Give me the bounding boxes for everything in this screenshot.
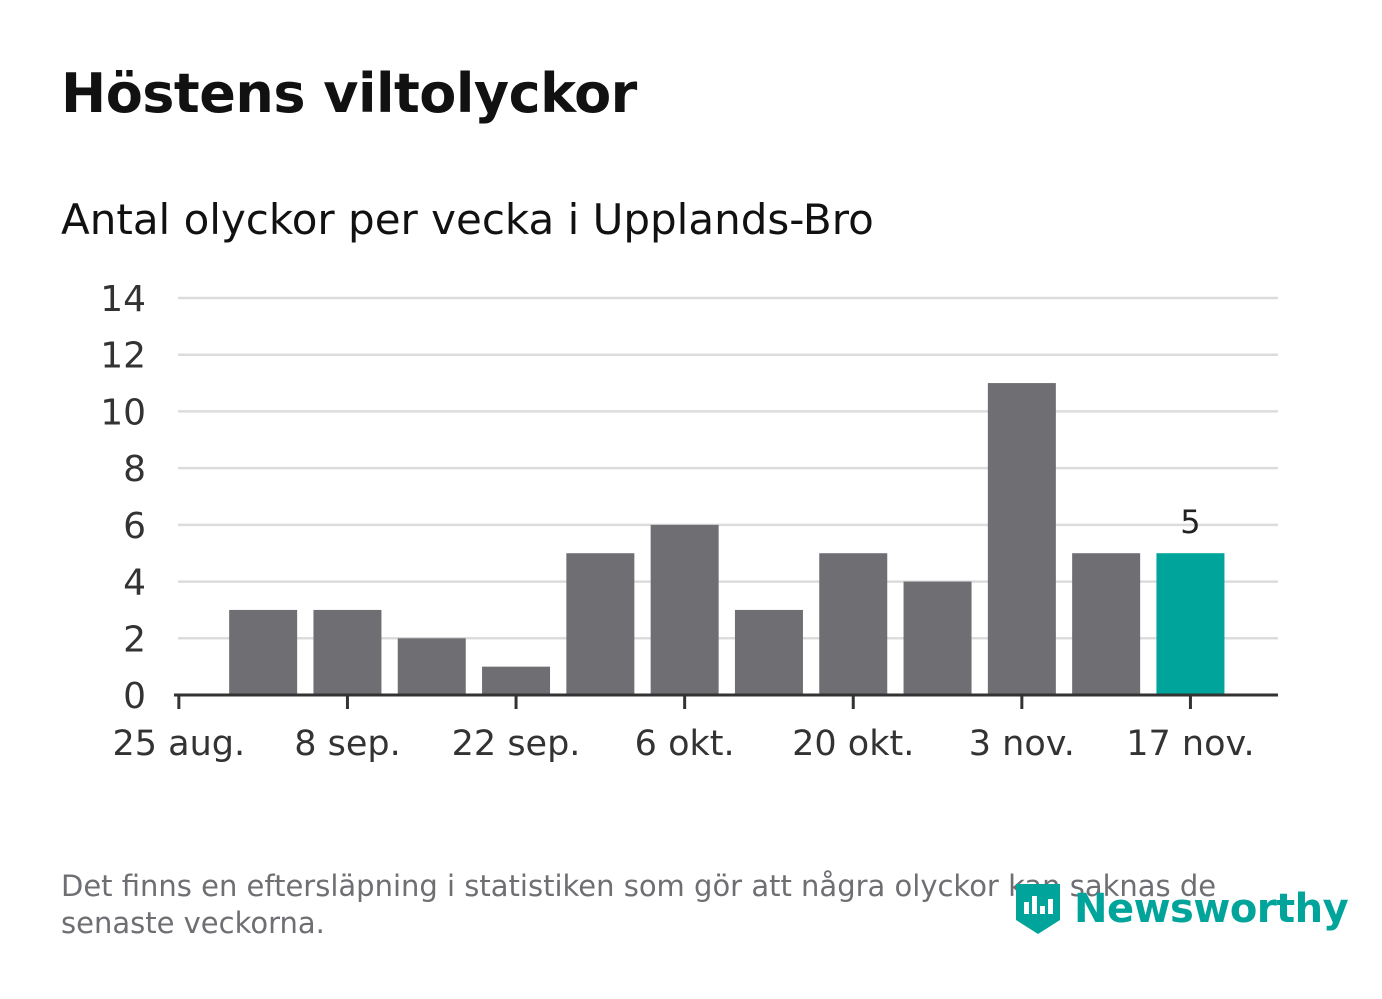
bar	[229, 609, 298, 695]
bar	[734, 609, 803, 695]
chart-subtitle: Antal olyckor per vecka i Upplands-Bro	[61, 195, 874, 244]
y-tick-label: 10	[100, 392, 146, 433]
bar-chart: 0 2 4 6 8 10 12 14 5 25 aug. 8 sep. 22 sep. 6 okt. 20…	[100, 279, 1278, 764]
y-tick-label: 14	[100, 279, 146, 320]
chart-title: Höstens viltolyckor	[61, 62, 637, 125]
y-tick-label: 0	[123, 676, 146, 717]
x-tick-label: 3 nov.	[969, 724, 1075, 764]
brand-name: Newsworthy	[1074, 886, 1349, 932]
y-tick-label: 12	[100, 336, 146, 377]
x-tick-label: 6 okt.	[635, 724, 735, 764]
bar	[903, 581, 972, 695]
y-tick-label: 8	[123, 449, 146, 490]
bar	[819, 553, 888, 695]
data-label: 5	[1180, 503, 1200, 541]
newsworthy-logo: Newsworthy	[1012, 880, 1349, 938]
bar	[650, 524, 719, 695]
x-tick-label: 25 aug.	[113, 724, 246, 764]
bar	[1072, 553, 1141, 695]
newsworthy-logo-icon	[1016, 884, 1060, 934]
bar	[987, 383, 1056, 695]
x-tick-label: 22 sep.	[452, 724, 581, 764]
y-tick-label: 4	[123, 563, 146, 604]
bar	[397, 638, 466, 695]
bar	[566, 553, 635, 695]
x-tick-label: 17 nov.	[1126, 724, 1254, 764]
x-tick-label: 20 okt.	[792, 724, 914, 764]
bar	[313, 609, 382, 695]
y-tick-label: 2	[123, 619, 146, 660]
x-tick-label: 8 sep.	[294, 724, 401, 764]
bar	[1156, 553, 1225, 695]
bar	[482, 666, 551, 695]
y-tick-label: 6	[123, 506, 146, 547]
